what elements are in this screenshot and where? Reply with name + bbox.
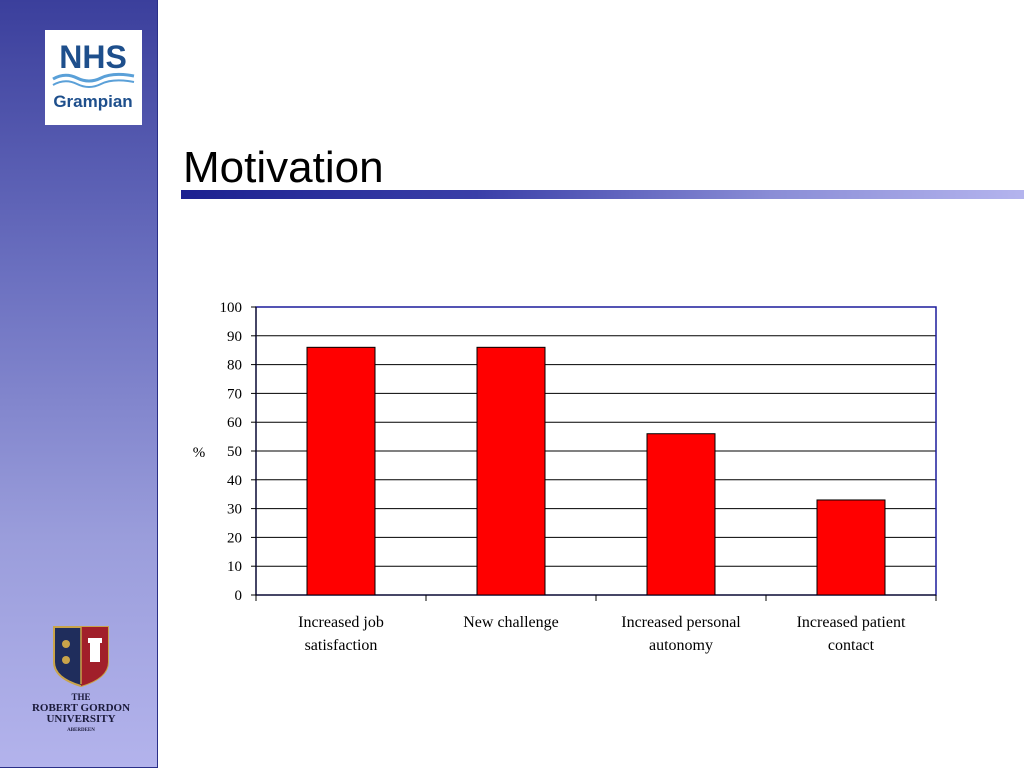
bar-3	[816, 499, 886, 596]
x-category-label-0-line-0: Increased job	[298, 614, 384, 631]
x-category-label-0: Increased job satisfaction	[298, 614, 384, 654]
x-category-label-1: New challenge	[463, 614, 559, 631]
x-category-label-3: Increased patient contact	[797, 614, 906, 654]
y-tick-label-100: 100	[220, 300, 243, 316]
x-axis-category-labels: Increased job satisfaction New challenge In…	[298, 614, 906, 654]
y-tick-label-50: 50	[227, 444, 242, 460]
y-tick-label-0: 0	[235, 588, 243, 604]
x-category-label-3-line-1: contact	[828, 637, 875, 654]
y-tick-label-30: 30	[227, 502, 242, 518]
y-tick-label-90: 90	[227, 329, 242, 345]
x-category-label-3-line-0: Increased patient	[797, 614, 906, 631]
y-axis-tick-labels: 0 10 20 30 40 50 60 70 80 90 100	[220, 300, 243, 604]
x-category-label-2-line-1: autonomy	[649, 637, 713, 654]
y-tick-label-60: 60	[227, 415, 242, 431]
nhs-grampian-logo: NHS Grampian	[45, 30, 142, 125]
sidebar-panel: NHS Grampian THE ROBERT GORDON UNIVERSIT…	[0, 0, 158, 768]
chart-axes	[251, 306, 937, 601]
y-tick-label-10: 10	[227, 559, 242, 575]
y-tick-label-20: 20	[227, 530, 242, 546]
rgu-logo-line2: ROBERT GORDON	[32, 702, 130, 714]
motivation-bar-chart: 0 10 20 30 40 50 60 70 80 90 100 Increased job sati…	[193, 300, 937, 654]
rgu-logo-line1: THE	[71, 692, 90, 702]
slide-title: Motivation	[183, 143, 384, 192]
y-tick-label-80: 80	[227, 358, 242, 374]
bar-2	[646, 433, 716, 596]
chart-bars	[306, 346, 886, 596]
y-axis-label: %	[193, 445, 206, 461]
y-tick-label-70: 70	[227, 386, 242, 402]
bar-0	[306, 346, 376, 596]
title-underline	[181, 190, 1024, 199]
x-category-label-2-line-0: Increased personal	[621, 614, 741, 631]
bar-1	[476, 346, 546, 596]
x-category-label-1-line-0: New challenge	[463, 614, 559, 631]
rgu-logo-line4: ABERDEEN	[67, 728, 95, 733]
rgu-logo-line3: UNIVERSITY	[46, 713, 115, 725]
x-category-label-2: Increased personal autonomy	[621, 614, 741, 654]
nhs-logo-line2: Grampian	[53, 92, 132, 111]
y-tick-label-40: 40	[227, 473, 242, 489]
x-category-label-0-line-1: satisfaction	[305, 637, 378, 654]
nhs-logo-line1: NHS	[59, 39, 127, 75]
robert-gordon-university-logo: THE ROBERT GORDON UNIVERSITY ABERDEEN	[20, 624, 142, 739]
